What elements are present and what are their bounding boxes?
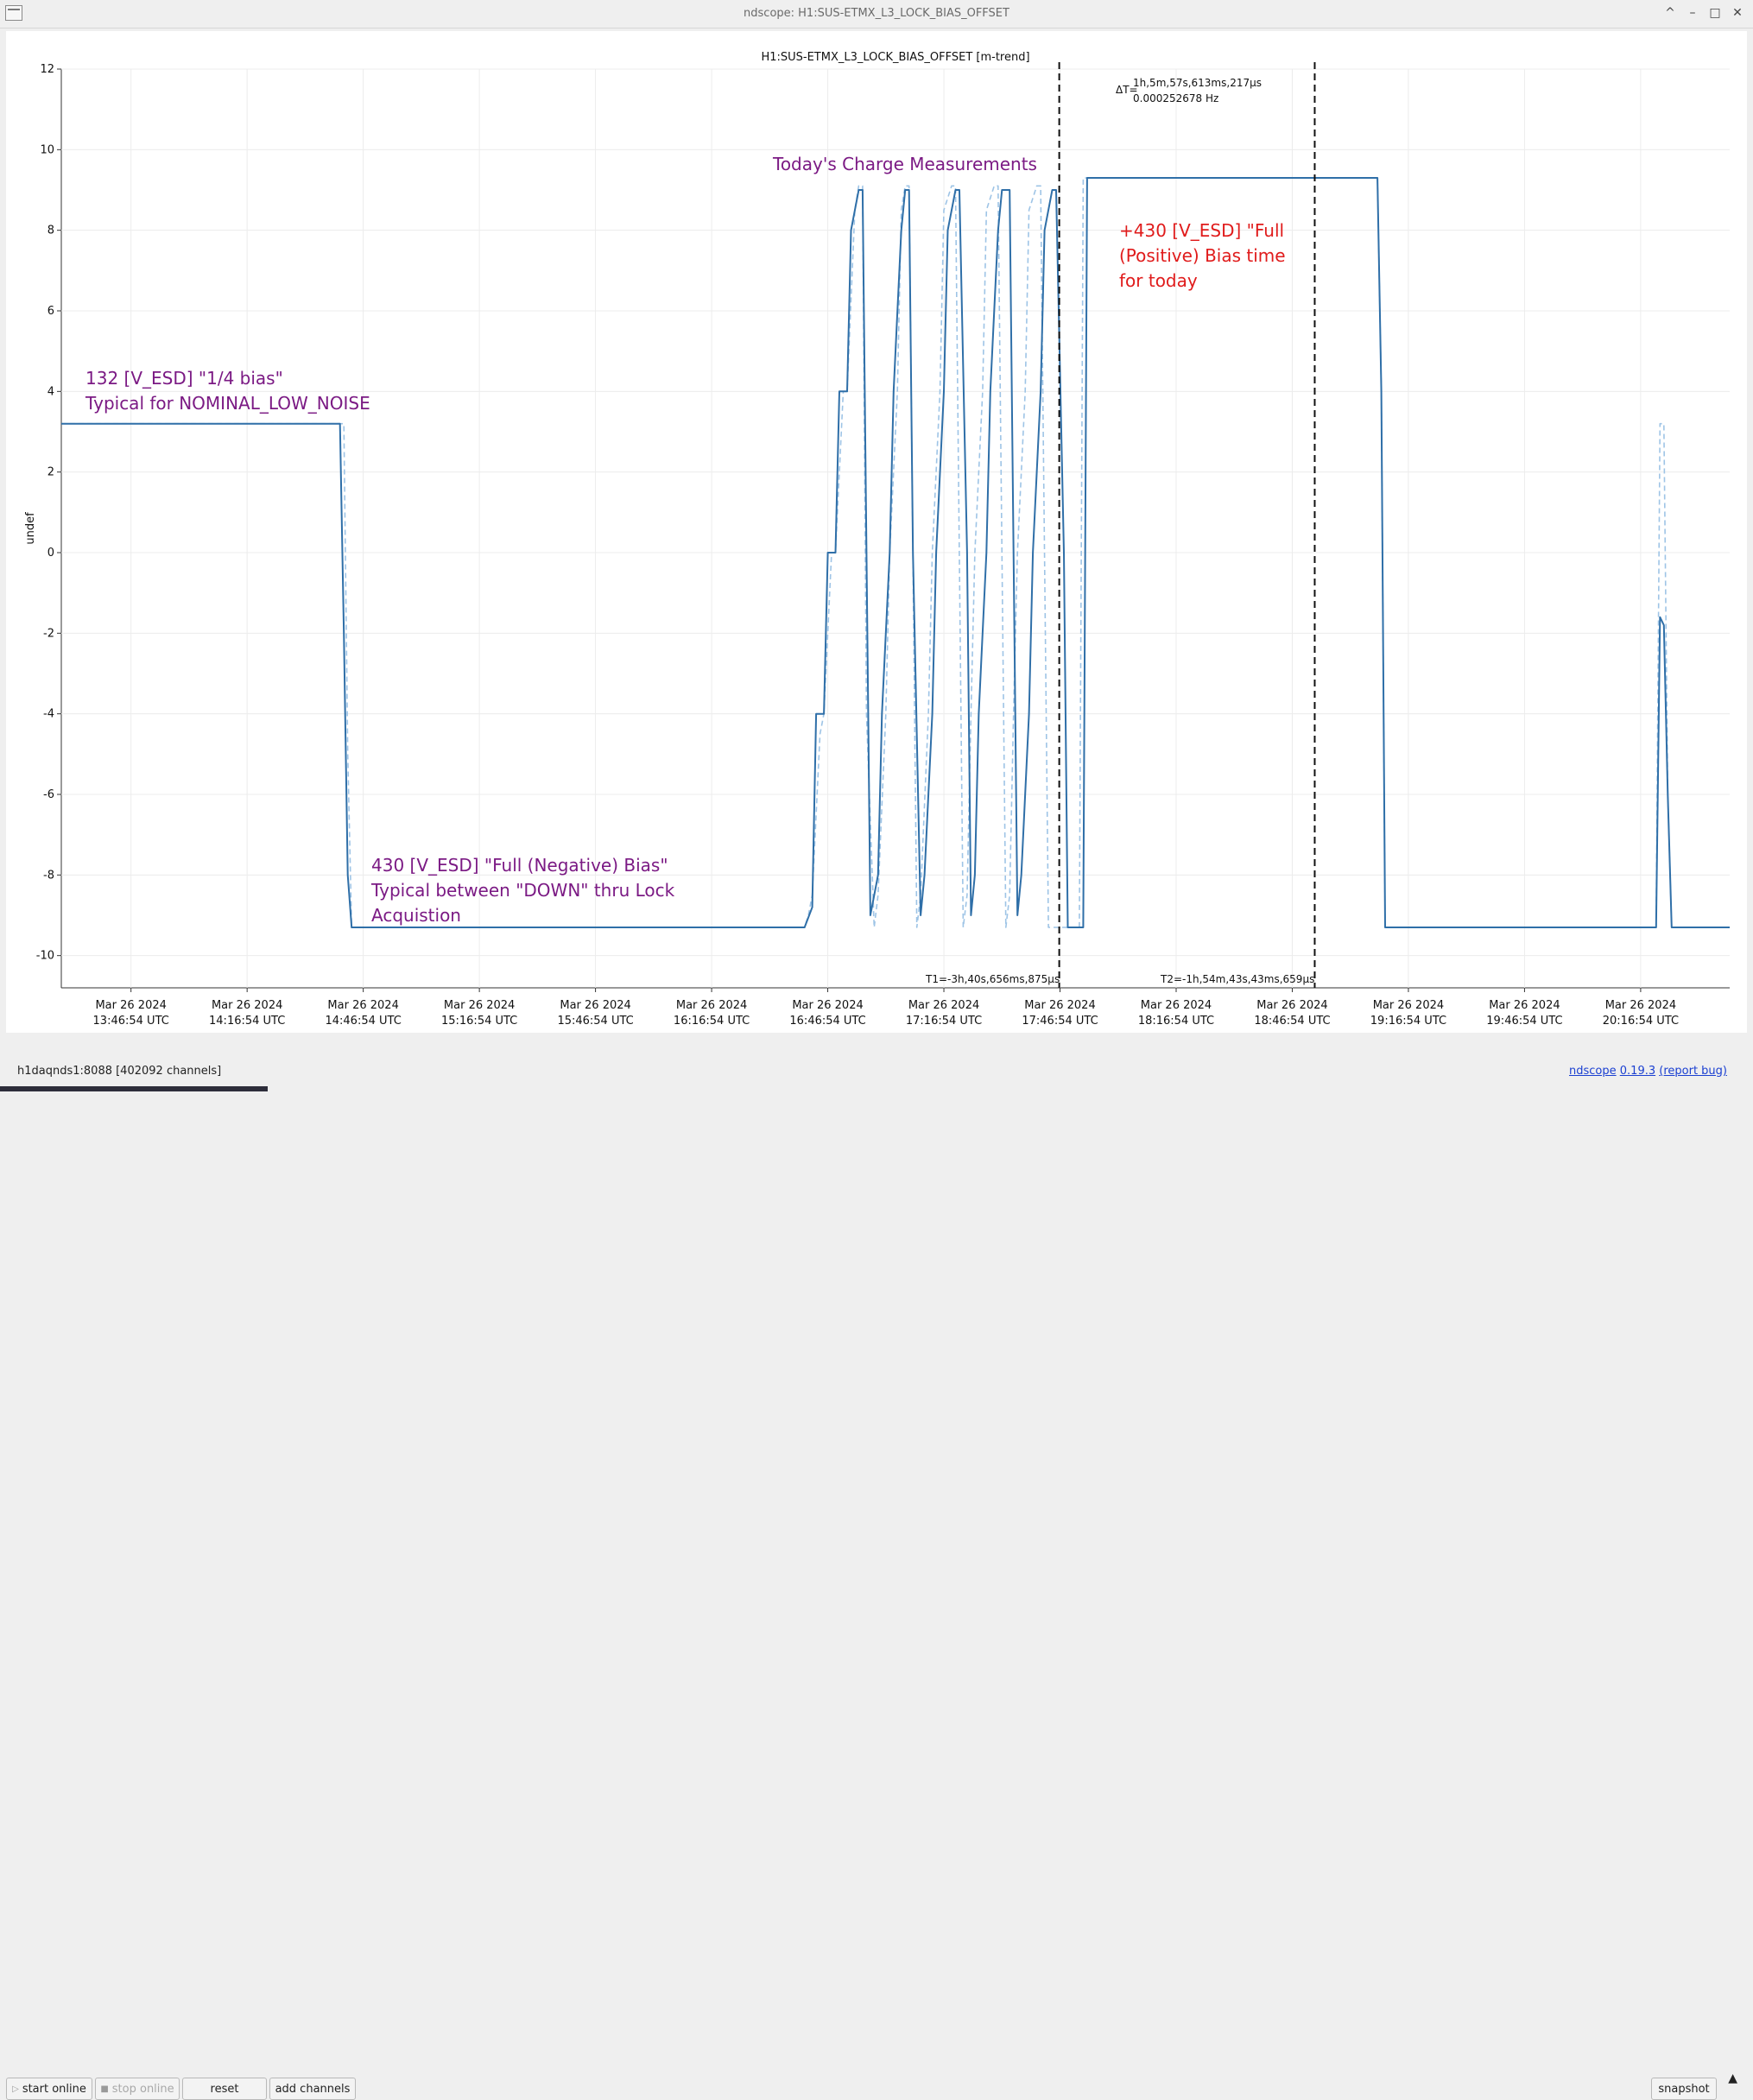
x-tick-date: Mar 26 2024 [1605,999,1676,1012]
x-tick-date: Mar 26 2024 [95,999,166,1012]
x-tick-date: Mar 26 2024 [560,999,630,1012]
y-tick-label: 8 [47,225,54,237]
report-bug-link[interactable]: (report bug) [1659,1065,1727,1078]
x-tick-time: 16:16:54 UTC [674,1015,750,1028]
time-cursors[interactable] [1058,62,1316,988]
snapshot-button[interactable]: snapshot [1651,2078,1717,2100]
y-tick-label: 6 [47,305,54,318]
annotation-line: for today [1119,270,1198,291]
x-tick-time: 17:16:54 UTC [906,1015,982,1028]
x-tick-date: Mar 26 2024 [327,999,398,1012]
annotation-line: Acquistion [371,905,461,926]
x-tick-time: 17:46:54 UTC [1022,1015,1098,1028]
y-tick-label: 12 [40,63,54,76]
x-tick-date: Mar 26 2024 [1024,999,1095,1012]
x-tick-time: 15:46:54 UTC [557,1015,633,1028]
y-tick-label: 2 [47,466,54,479]
x-tick-time: 13:46:54 UTC [93,1015,169,1028]
data-series [61,177,1730,928]
window-controls: ^ – □ ✕ [1663,4,1744,22]
delta-f-value: 0.000252678 Hz [1133,92,1218,104]
annotation-line: 430 [V_ESD] "Full (Negative) Bias" [371,855,668,876]
x-tick-time: 18:46:54 UTC [1254,1015,1330,1028]
maximize-icon[interactable]: □ [1709,6,1721,20]
x-tick-date: Mar 26 2024 [1373,999,1444,1012]
x-tick-date: Mar 26 2024 [1489,999,1560,1012]
x-tick-time: 15:16:54 UTC [441,1015,517,1028]
y-tick-label: -6 [43,788,54,801]
y-tick-label: 0 [47,547,54,560]
annotation-line: 132 [V_ESD] "1/4 bias" [85,368,283,389]
y-tick-label: -4 [43,708,54,721]
y-tick-label: 4 [47,385,54,398]
y-tick-label: -2 [43,627,54,640]
annotation-positive-bias: +430 [V_ESD] "Full (Positive) Bias time … [1119,220,1286,291]
footer-links: ndscope 0.19.3 (report bug) [1569,1065,1727,1078]
expand-panel-icon[interactable]: ▲ [1728,2072,1737,2085]
x-tick-time: 14:46:54 UTC [325,1015,401,1028]
app-menu-icon[interactable] [5,5,22,21]
version-link[interactable]: 0.19.3 [1619,1065,1656,1078]
nds-server-status: h1daqnds1:8088 [402092 channels] [17,1065,222,1078]
x-tick-date: Mar 26 2024 [1256,999,1327,1012]
add-channels-button[interactable]: add channels [269,2078,356,2100]
x-tick-date: Mar 26 2024 [676,999,747,1012]
y-axis-ticks: 12 10 8 6 4 2 0 -2 -4 -6 -8 -10 [36,63,61,963]
x-tick-date: Mar 26 2024 [212,999,282,1012]
keep-above-icon[interactable]: ^ [1665,6,1675,20]
x-tick-time: 16:46:54 UTC [789,1015,865,1028]
bottom-toolbar: ▷ start online ■ stop online reset add c… [0,1033,1753,2100]
y-tick-label: -8 [43,869,54,882]
window-titlebar: ndscope: H1:SUS-ETMX_L3_LOCK_BIAS_OFFSET… [0,0,1753,28]
reset-button[interactable]: reset [182,2078,267,2100]
start-online-label: start online [22,2082,86,2096]
delta-t-value: 1h,5m,57s,613ms,217µs [1133,77,1262,89]
x-tick-date: Mar 26 2024 [792,999,863,1012]
x-tick-date: Mar 26 2024 [908,999,979,1012]
close-icon[interactable]: ✕ [1732,6,1743,20]
annotation-quarter-bias: 132 [V_ESD] "1/4 bias" Typical for NOMIN… [85,368,370,414]
stop-online-label: stop online [111,2082,174,2096]
x-tick-time: 14:16:54 UTC [209,1015,285,1028]
y-tick-label: -10 [36,950,54,963]
delta-t-label: ΔT= [1116,84,1138,96]
play-icon: ▷ [12,2084,19,2094]
cursor-t2-label: T2=-1h,54m,43s,43ms,659µs [1160,973,1314,985]
x-tick-time: 19:46:54 UTC [1486,1015,1562,1028]
x-axis-ticks: Mar 26 2024 13:46:54 UTC Mar 26 2024 14:16:… [93,988,1679,1028]
x-tick-time: 20:16:54 UTC [1603,1015,1679,1028]
plot-title: H1:SUS-ETMX_L3_LOCK_BIAS_OFFSET [m-trend… [761,51,1029,64]
stop-icon: ■ [100,2084,109,2094]
x-tick-time: 18:16:54 UTC [1138,1015,1214,1028]
grid [60,68,1730,989]
annotation-line: Typical between "DOWN" thru Lock [370,880,675,901]
minimize-icon[interactable]: – [1689,6,1696,20]
window-title: ndscope: H1:SUS-ETMX_L3_LOCK_BIAS_OFFSET [744,7,1009,20]
stop-online-button[interactable]: ■ stop online [95,2078,180,2100]
start-online-button[interactable]: ▷ start online [6,2078,92,2100]
cursor-t1-label: T1=-3h,40s,656ms,875µs [925,973,1060,985]
y-tick-label: 10 [40,143,54,156]
ndscope-link[interactable]: ndscope [1569,1065,1617,1078]
annotation-line: Typical for NOMINAL_LOW_NOISE [85,393,370,414]
plot-panel[interactable]: H1:SUS-ETMX_L3_LOCK_BIAS_OFFSET [m-trend… [6,31,1747,1033]
y-axis-label: undef [24,512,37,545]
x-tick-date: Mar 26 2024 [1141,999,1212,1012]
annotation-line: +430 [V_ESD] "Full [1119,220,1284,241]
trend-plot[interactable]: H1:SUS-ETMX_L3_LOCK_BIAS_OFFSET [m-trend… [6,31,1747,1033]
annotation-negative-bias: 430 [V_ESD] "Full (Negative) Bias" Typic… [370,855,675,926]
x-tick-date: Mar 26 2024 [444,999,515,1012]
annotation-line: (Positive) Bias time [1119,245,1286,266]
series-mean-line [61,177,1730,928]
taskbar-fragment [0,1086,268,1091]
x-tick-time: 19:16:54 UTC [1370,1015,1446,1028]
annotation-charge-title: Today's Charge Measurements [772,154,1037,174]
